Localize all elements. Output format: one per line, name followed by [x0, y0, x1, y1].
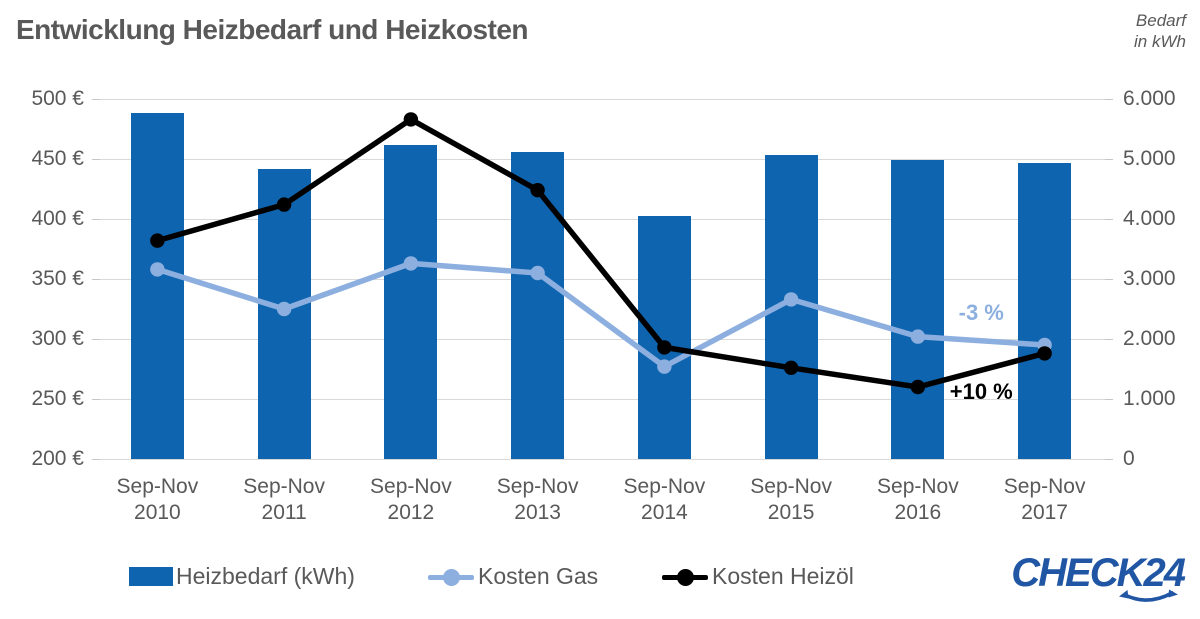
left-axis-tick-label: 500 € — [31, 87, 84, 110]
bar-heizbedarf — [1018, 162, 1072, 459]
right-axis-tick-label: 1.000 — [1123, 387, 1176, 410]
bar-heizbedarf — [511, 151, 565, 459]
line-kosten-gas — [156, 260, 1045, 370]
kosten-heizoel-dot-icon — [677, 569, 694, 586]
left-axis-tick — [92, 159, 100, 160]
x-axis-category-label: Sep-Nov 2013 — [478, 474, 598, 526]
chart-title: Entwicklung Heizbedarf und Heizkosten — [16, 14, 529, 45]
gridline — [100, 159, 1105, 160]
right-axis-tick-label: 0 — [1123, 447, 1135, 470]
x-axis-category-label: Sep-Nov 2016 — [858, 474, 978, 526]
annotation-10: +10 % — [949, 379, 1013, 405]
left-axis-tick — [92, 99, 100, 100]
marker-kosten-heiz-l — [276, 197, 292, 212]
right-axis-tick-label: 4.000 — [1123, 207, 1176, 230]
right-axis-tick — [1105, 279, 1113, 280]
x-axis-year-label: 2012 — [387, 501, 435, 524]
marker-kosten-gas — [150, 262, 165, 277]
right-axis-tick-label: 2.000 — [1123, 327, 1176, 350]
marker-kosten-gas — [530, 265, 545, 281]
right-axis-tick — [1105, 459, 1113, 460]
marker-kosten-heiz-l — [150, 233, 165, 248]
marker-kosten-heiz-l — [657, 340, 672, 355]
legend-label-heizbedarf: Heizbedarf (kWh) — [176, 563, 355, 589]
gridline — [100, 399, 1105, 400]
line-kosten-heiz-l — [156, 116, 1046, 390]
bar-heizbedarf — [637, 216, 691, 459]
left-axis-tick-label: 300 € — [31, 327, 84, 350]
bar-heizbedarf — [130, 113, 184, 459]
bar-heizbedarf — [891, 160, 945, 459]
right-axis-tick-label: 3.000 — [1123, 267, 1176, 290]
x-axis-category-label: Sep-Nov 2012 — [351, 474, 471, 526]
right-axis-header-line1: Bedarf — [1135, 11, 1186, 30]
heizbedarf-bar-swatch-icon — [129, 567, 173, 586]
left-axis-tick-label: 200 € — [31, 447, 84, 470]
right-axis-tick — [1105, 219, 1113, 220]
x-axis-category-label: Sep-Nov 2010 — [97, 474, 217, 526]
left-axis-tick — [92, 219, 100, 220]
marker-kosten-gas — [276, 301, 292, 317]
bar-heizbedarf — [384, 144, 438, 459]
right-axis-tick — [1105, 159, 1113, 160]
gridline — [100, 279, 1105, 280]
check24-logo-text: CHECK24 — [1011, 551, 1186, 595]
legend-label-kosten-gas: Kosten Gas — [478, 563, 599, 589]
legend-label-kosten-heizoel: Kosten Heizöl — [712, 563, 854, 589]
left-axis-tick — [92, 279, 100, 280]
left-axis-tick — [92, 459, 100, 460]
gridline — [100, 99, 1105, 100]
x-axis-category-label: Sep-Nov 2015 — [731, 474, 851, 526]
x-axis-year-label: 2014 — [641, 501, 688, 524]
left-axis-tick-label: 450 € — [31, 147, 84, 170]
marker-kosten-gas — [783, 292, 799, 307]
x-axis-year-label: 2015 — [767, 501, 815, 524]
kosten-gas-dot-icon — [443, 569, 460, 586]
marker-kosten-gas — [403, 256, 419, 271]
right-axis-tick — [1105, 99, 1113, 100]
x-axis-year-label: 2010 — [134, 501, 181, 524]
marker-kosten-gas — [910, 329, 926, 344]
marker-kosten-heiz-l — [783, 360, 799, 375]
gridline — [100, 339, 1105, 340]
gridline — [100, 219, 1105, 220]
right-axis-tick — [1105, 399, 1113, 400]
x-axis-category-label: Sep-Nov 2017 — [985, 474, 1105, 526]
marker-kosten-heiz-l — [910, 379, 926, 395]
x-axis-year-label: 2017 — [1021, 501, 1068, 524]
right-axis-tick — [1105, 339, 1113, 340]
gridline — [100, 459, 1105, 460]
x-axis-year-label: 2011 — [261, 501, 307, 524]
right-axis-header-line2: in kWh — [1134, 32, 1186, 51]
marker-kosten-heiz-l — [1037, 346, 1052, 361]
marker-kosten-gas — [657, 359, 672, 374]
left-axis-tick-label: 400 € — [31, 207, 84, 230]
x-axis-year-label: 2016 — [894, 501, 942, 524]
right-axis-tick-label: 6.000 — [1123, 87, 1176, 110]
check24-smile-arrow-icon — [1119, 589, 1178, 602]
x-axis-year-label: 2013 — [514, 501, 561, 524]
marker-kosten-heiz-l — [530, 183, 545, 198]
annotation-3: -3 % — [958, 299, 1004, 325]
right-axis-tick-label: 5.000 — [1123, 147, 1176, 170]
x-axis-category-label: Sep-Nov 2014 — [604, 474, 724, 526]
left-axis-tick — [92, 399, 100, 400]
left-axis-tick — [92, 339, 100, 340]
marker-kosten-heiz-l — [403, 112, 419, 127]
x-axis-category-label: Sep-Nov 2011 — [224, 474, 344, 526]
left-axis-tick-label: 350 € — [31, 267, 84, 290]
left-axis-tick-label: 250 € — [31, 387, 84, 410]
right-axis-header: Bedarf in kWh — [1134, 10, 1186, 52]
check24-logo: CHECK24 — [1001, 551, 1186, 609]
legend: Heizbedarf (kWh) Kosten Gas Kosten Heizö… — [0, 560, 1000, 594]
